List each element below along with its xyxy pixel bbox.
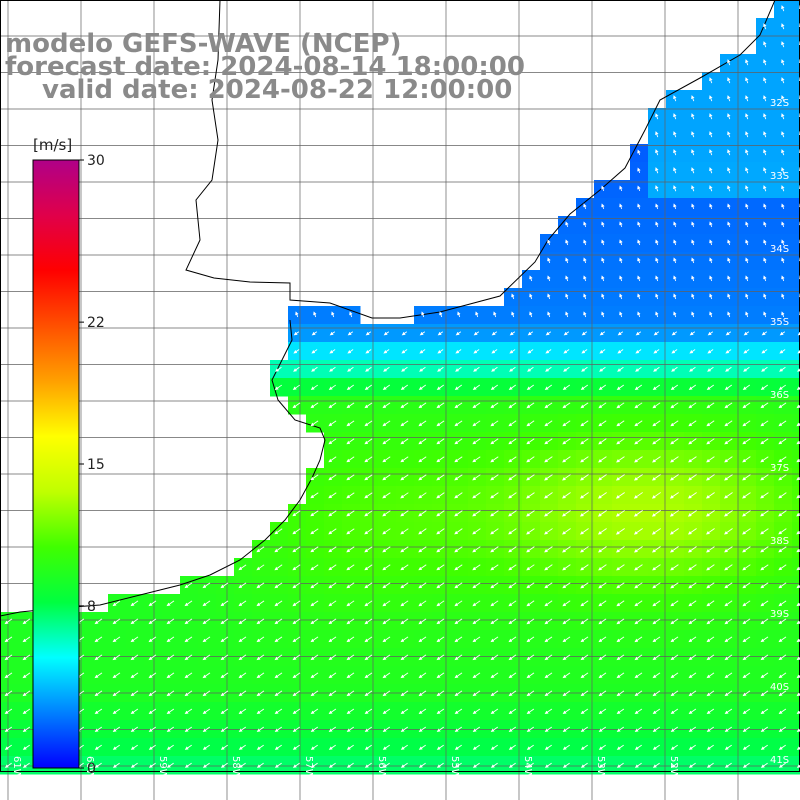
wind-cell [792, 270, 800, 289]
wind-cell [792, 288, 800, 307]
longitude-label: 52W [668, 756, 679, 779]
wind-cell [792, 558, 800, 577]
wind-cell [792, 360, 800, 379]
wind-cell [792, 540, 800, 559]
latitude-label: 41S [770, 755, 789, 766]
wind-cell [792, 90, 800, 109]
longitude-label: 59W [157, 756, 168, 779]
latitude-label: 36S [770, 390, 789, 401]
longitude-label: 55W [449, 756, 460, 779]
wind-cell [792, 648, 800, 667]
wind-cell [792, 666, 800, 685]
wind-cell [792, 324, 800, 343]
wind-cell [792, 234, 800, 253]
latitude-label: 40S [770, 682, 789, 693]
latitude-label: 39S [770, 609, 789, 620]
wind-cell [792, 432, 800, 451]
longitude-label: 57W [303, 756, 314, 779]
latitude-label: 35S [770, 317, 789, 328]
wind-cell [792, 180, 800, 199]
longitude-label: 60W [84, 756, 95, 779]
wind-cell [792, 576, 800, 595]
wind-cell [792, 72, 800, 91]
wind-cell [792, 378, 800, 397]
wind-cell [792, 396, 800, 415]
wind-cell [792, 342, 800, 361]
longitude-label: 61W [11, 756, 22, 779]
wind-cell [792, 306, 800, 325]
latitude-label: 37S [770, 463, 789, 474]
longitude-label: 53W [595, 756, 606, 779]
wind-cell [792, 612, 800, 631]
longitude-label: 56W [376, 756, 387, 779]
wind-cell [792, 108, 800, 127]
wind-cell [792, 54, 800, 73]
wind-cell [792, 36, 800, 55]
latitude-label: 38S [770, 536, 789, 547]
wind-cell [792, 702, 800, 721]
latitude-label: 32S [770, 98, 789, 109]
latitude-label: 33S [770, 171, 789, 182]
latitude-label: 34S [770, 244, 789, 255]
wind-cell [792, 0, 800, 19]
wind-cell [792, 522, 800, 541]
wind-field [0, 0, 800, 775]
wind-cell [792, 414, 800, 433]
longitude-label: 54W [522, 756, 533, 779]
wind-cell [792, 738, 800, 757]
wind-cell [792, 198, 800, 217]
wind-cell [792, 468, 800, 487]
wind-cell [792, 18, 800, 37]
wind-cell [792, 126, 800, 145]
wind-cell [792, 486, 800, 505]
wind-cell [792, 162, 800, 181]
longitude-label: 58W [230, 756, 241, 779]
wind-cell [792, 216, 800, 235]
wind-cell [792, 450, 800, 469]
wind-cell [792, 252, 800, 271]
wind-cell [792, 504, 800, 523]
wind-cell [792, 630, 800, 649]
wind-cell [792, 594, 800, 613]
valid-date: valid date: 2024-08-22 12:00:00 [42, 75, 513, 105]
wind-cell [792, 144, 800, 163]
